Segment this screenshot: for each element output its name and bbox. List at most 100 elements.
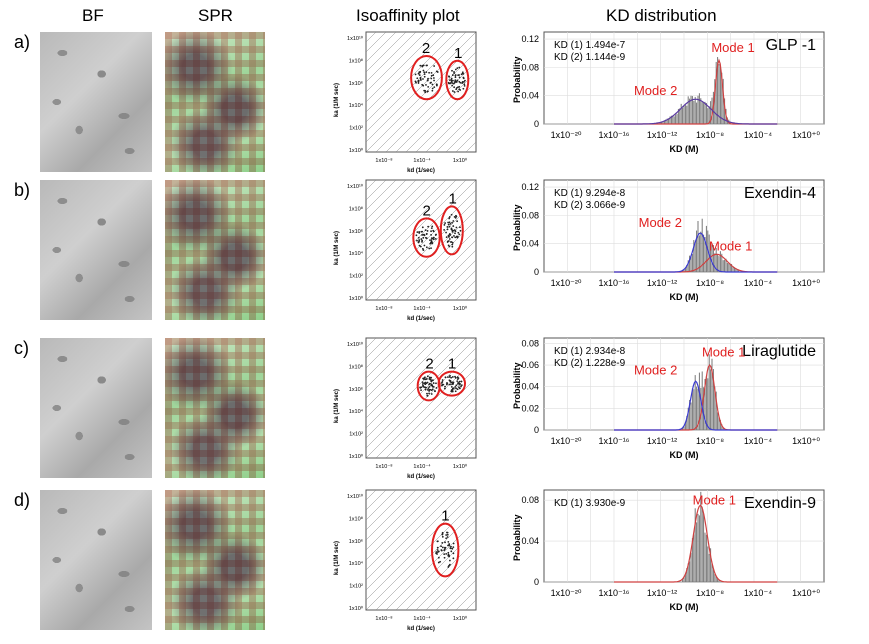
kd-mode-label: Mode 2 — [634, 362, 677, 377]
kd-xtick: 1x10⁻²⁰ — [551, 278, 582, 288]
spr-image — [165, 180, 265, 320]
iso-ytick: 1x10² — [349, 126, 363, 132]
iso-ytick: 1x10⁰ — [349, 453, 364, 460]
iso-ytick: 1x10¹⁰ — [347, 341, 364, 348]
kd-ytick: 0.08 — [521, 62, 539, 72]
kd-ytick: 0.06 — [521, 360, 539, 370]
iso-ytick: 1x10⁶ — [349, 228, 363, 235]
brightfield-image — [40, 32, 152, 172]
kd-ylabel: Probability — [512, 204, 522, 251]
kd-distribution-chart: 0 0.04 0.08 0.12 1x10⁻²⁰ 1x10⁻¹⁶ 1x10⁻¹² 1x10⁻⁸… — [512, 179, 825, 302]
iso-ytick: 1x10² — [349, 274, 363, 280]
kd-ylabel: Probability — [512, 514, 522, 561]
iso-ytick: 1x10⁰ — [349, 605, 364, 612]
iso-ylabel: ka (1/M sec) — [334, 389, 340, 423]
kd-mode-label: Mode 1 — [711, 40, 754, 55]
kd-mode-curve — [614, 504, 778, 583]
iso-ytick: 1x10⁸ — [349, 363, 363, 370]
kd-xtick: 1x10⁻¹² — [647, 130, 677, 140]
iso-cluster-label: 2 — [423, 202, 431, 219]
row-label: b) — [14, 180, 31, 200]
iso-cluster — [412, 217, 441, 258]
iso-xtick: 1x10⁻⁴ — [413, 615, 431, 622]
iso-ytick: 1x10⁶ — [349, 538, 363, 545]
iso-xtick: 1x10⁻⁴ — [413, 463, 431, 470]
iso-xtick: 1x10⁻⁸ — [375, 463, 392, 470]
iso-ytick: 1x10² — [349, 584, 363, 590]
kd-mode-label: Mode 1 — [709, 239, 752, 254]
header-isoaffinity: Isoaffinity plot — [356, 6, 460, 25]
kd-value-label: KD (2) 3.066e-9 — [554, 200, 626, 211]
iso-xtick: 1x10⁰ — [453, 305, 468, 312]
kd-xtick: 1x10⁻²⁰ — [551, 588, 582, 598]
iso-xtick: 1x10⁰ — [453, 463, 468, 470]
kd-mode-curve — [614, 98, 778, 125]
kd-ylabel: Probability — [512, 56, 522, 103]
kd-ytick: 0.08 — [521, 210, 539, 220]
kd-value-label: KD (2) 1.144e-9 — [554, 52, 626, 63]
iso-cluster — [437, 370, 467, 397]
iso-ytick: 1x10⁴ — [349, 250, 364, 257]
iso-cluster-label: 1 — [448, 356, 456, 373]
iso-ytick: 1x10⁸ — [349, 205, 363, 212]
kd-ytick: 0 — [534, 119, 539, 129]
iso-cluster — [445, 59, 470, 101]
kd-xtick: 1x10⁻⁸ — [696, 130, 724, 140]
iso-cluster-label: 1 — [449, 190, 457, 207]
iso-ytick: 1x10⁴ — [349, 560, 364, 567]
iso-ytick: 1x10⁶ — [349, 80, 363, 87]
iso-cluster-label: 1 — [441, 508, 449, 525]
kd-chart-title: Exendin-9 — [744, 495, 816, 512]
kd-xtick: 1x10⁻²⁰ — [551, 130, 582, 140]
iso-cluster-label: 2 — [425, 356, 433, 373]
iso-xtick: 1x10⁰ — [453, 157, 468, 164]
header-bf: BF — [82, 6, 104, 25]
kd-xtick: 1x10⁻¹⁶ — [599, 436, 630, 446]
iso-xtick: 1x10⁻⁸ — [375, 615, 392, 622]
header-spr: SPR — [198, 6, 233, 25]
kd-ytick: 0.12 — [521, 34, 539, 44]
kd-mode-curve — [614, 380, 778, 431]
iso-xlabel: kd (1/sec) — [407, 316, 435, 322]
kd-distribution-chart: 0 0.02 0.04 0.06 0.08 1x10⁻²⁰ 1x10⁻¹⁶ 1x10⁻¹² 1x… — [512, 337, 825, 460]
iso-xlabel: kd (1/sec) — [407, 168, 435, 174]
iso-ytick: 1x10² — [349, 432, 363, 438]
isoaffinity-plot: 1x10⁰ 1x10² 1x10⁴ 1x10⁶ 1x10⁸ 1x10¹⁰ 1x10⁻⁸ 1x1… — [334, 489, 477, 632]
kd-value-label: KD (1) 9.294e-8 — [554, 188, 626, 199]
kd-ytick: 0.04 — [521, 91, 539, 101]
kd-xtick: 1x10⁻⁴ — [744, 130, 772, 140]
kd-xtick: 1x10⁺⁰ — [792, 278, 820, 288]
iso-cluster — [431, 522, 460, 578]
kd-ytick: 0.08 — [521, 338, 539, 348]
kd-value-label: KD (1) 1.494e-7 — [554, 40, 626, 51]
iso-cluster — [439, 205, 464, 256]
iso-ylabel: ka (1/M sec) — [334, 231, 340, 265]
kd-xtick: 1x10⁻¹⁶ — [599, 278, 630, 288]
kd-xlabel: KD (M) — [670, 602, 699, 612]
kd-xtick: 1x10⁻¹⁶ — [599, 130, 630, 140]
iso-ytick: 1x10¹⁰ — [347, 183, 364, 190]
iso-cluster-label: 1 — [454, 45, 462, 62]
brightfield-image — [40, 338, 152, 478]
kd-xlabel: KD (M) — [670, 144, 699, 154]
brightfield-image — [40, 180, 152, 320]
kd-xtick: 1x10⁻¹² — [647, 278, 677, 288]
iso-ytick: 1x10¹⁰ — [347, 35, 364, 42]
kd-chart-title: Liraglutide — [742, 343, 816, 360]
iso-cluster-label: 2 — [422, 40, 430, 57]
kd-distribution-chart: 0 0.04 0.08 0.12 1x10⁻²⁰ 1x10⁻¹⁶ 1x10⁻¹² 1x10⁻⁸… — [512, 31, 825, 154]
kd-chart-title: GLP -1 — [766, 37, 817, 54]
spr-image — [165, 338, 265, 478]
iso-xtick: 1x10⁻⁴ — [413, 305, 431, 312]
kd-xlabel: KD (M) — [670, 292, 699, 302]
iso-ytick: 1x10⁶ — [349, 386, 363, 393]
kd-xtick: 1x10⁻¹⁶ — [599, 588, 630, 598]
iso-ytick: 1x10¹⁰ — [347, 493, 364, 500]
row-label: a) — [14, 32, 31, 52]
kd-mode-curve — [614, 232, 778, 273]
iso-xtick: 1x10⁻⁴ — [413, 157, 431, 164]
row-label: d) — [14, 490, 31, 510]
iso-ytick: 1x10⁸ — [349, 57, 363, 64]
kd-xtick: 1x10⁻¹² — [647, 436, 677, 446]
iso-xtick: 1x10⁻⁸ — [375, 157, 392, 164]
